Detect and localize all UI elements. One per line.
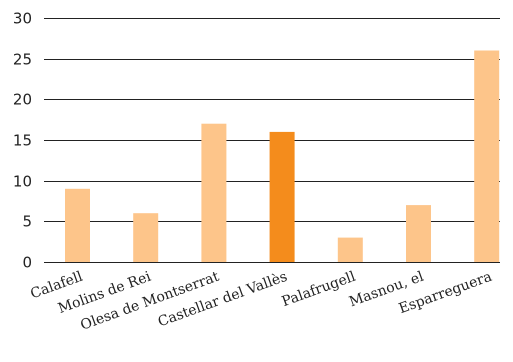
y-axis-ticks: 0 5 10 15 20 25 30	[13, 10, 32, 272]
bar-2[interactable]	[201, 123, 227, 262]
bar-6[interactable]	[474, 50, 500, 263]
bar-3[interactable]	[269, 131, 295, 262]
y-tick-label: 0	[22, 254, 32, 272]
bar-5[interactable]	[406, 205, 431, 262]
bar-1[interactable]	[133, 213, 159, 262]
bar-0[interactable]	[65, 188, 90, 262]
y-tick-label: 30	[13, 10, 32, 28]
bar-4[interactable]	[337, 237, 363, 262]
y-tick-label: 15	[13, 132, 32, 150]
bars	[65, 50, 500, 263]
y-tick-label: 20	[13, 91, 32, 109]
y-tick-label: 5	[22, 213, 32, 231]
y-tick-label: 10	[13, 173, 32, 191]
x-category-label: Palafrugell	[280, 269, 358, 311]
y-tick-label: 25	[13, 51, 32, 69]
